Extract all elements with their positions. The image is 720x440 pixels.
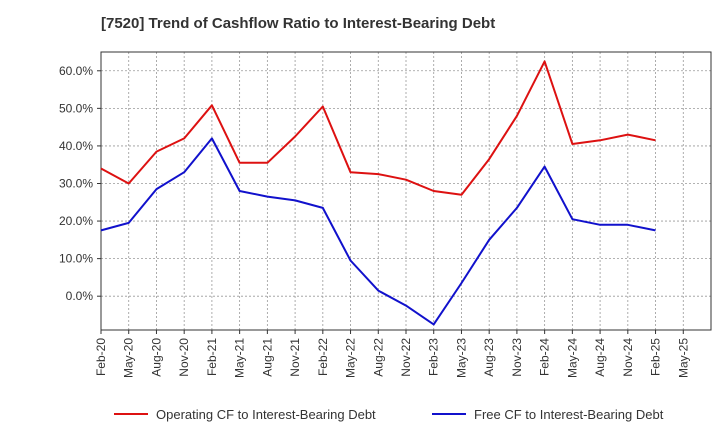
x-tick-label: Feb-22 <box>316 338 330 376</box>
x-tick-label: May-23 <box>454 338 468 378</box>
y-tick-label: 10.0% <box>59 252 93 266</box>
legend-label-1: Operating CF to Interest-Bearing Debt <box>156 407 376 422</box>
x-tick-label: Nov-24 <box>621 338 635 377</box>
x-tick-label: May-20 <box>122 338 136 378</box>
x-tick-label: Feb-20 <box>94 338 108 376</box>
series-line-2 <box>100 137 656 326</box>
x-tick-label: Nov-23 <box>510 338 524 377</box>
x-tick-label: Aug-23 <box>482 338 496 377</box>
x-tick-label: Nov-21 <box>288 338 302 377</box>
y-tick-label: 50.0% <box>59 101 93 115</box>
y-tick-label: 20.0% <box>59 214 93 228</box>
x-tick-label: Aug-24 <box>593 338 607 377</box>
y-tick-label: 30.0% <box>59 176 93 190</box>
x-tick-label: May-24 <box>565 338 579 378</box>
legend-label-2: Free CF to Interest-Bearing Debt <box>474 407 664 422</box>
chart-title: [7520] Trend of Cashflow Ratio to Intere… <box>101 15 496 32</box>
x-tick-label: Feb-25 <box>649 338 663 376</box>
x-tick-label: May-25 <box>676 338 690 378</box>
series <box>100 60 656 326</box>
x-tick-label: Nov-22 <box>399 338 413 377</box>
series-line-1 <box>100 60 656 196</box>
x-tick-label: Aug-20 <box>149 338 163 377</box>
grid <box>101 52 711 330</box>
x-tick-label: Feb-23 <box>427 338 441 376</box>
y-axis: 0.0% 10.0% 20.0% 30.0% 40.0% 50.0% 60.0% <box>59 64 101 303</box>
x-tick-label: Feb-21 <box>205 338 219 376</box>
x-tick-label: Aug-21 <box>260 338 274 377</box>
x-axis: Feb-20 May-20 Aug-20 Nov-20 Feb-21 May-21 Aug-… <box>94 330 690 378</box>
x-tick-label: May-21 <box>233 338 247 378</box>
x-tick-label: Aug-22 <box>371 338 385 377</box>
y-tick-label: 60.0% <box>59 64 93 78</box>
legend: Operating CF to Interest-Bearing Debt Fre… <box>114 407 664 422</box>
x-tick-label: Feb-24 <box>538 338 552 376</box>
x-tick-label: May-22 <box>344 338 358 378</box>
y-tick-label: 0.0% <box>66 289 94 303</box>
x-tick-label: Nov-20 <box>177 338 191 377</box>
y-tick-label: 40.0% <box>59 139 93 153</box>
